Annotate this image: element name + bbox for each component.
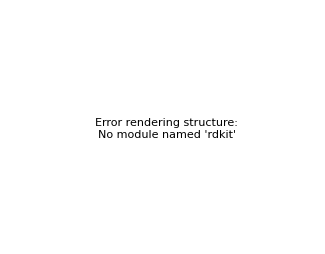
Text: Error rendering structure:
No module named 'rdkit': Error rendering structure: No module nam…: [95, 118, 238, 139]
